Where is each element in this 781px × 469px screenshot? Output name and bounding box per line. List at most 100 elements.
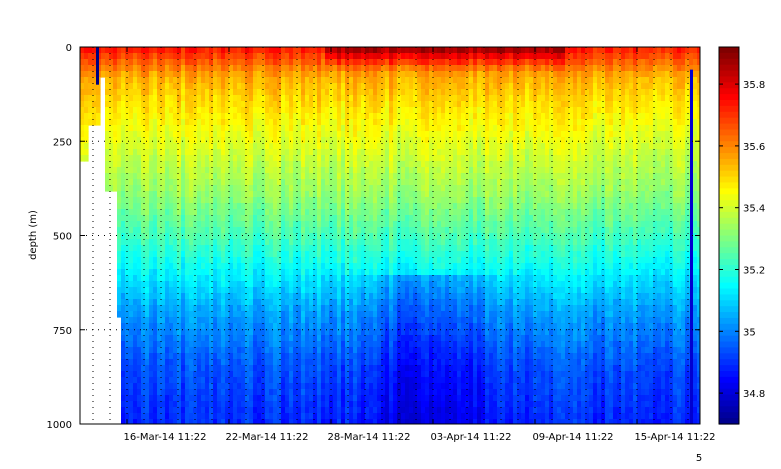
heatmap-cell — [353, 257, 358, 264]
heatmap-cell — [333, 371, 338, 378]
heatmap-cell — [429, 101, 434, 108]
heatmap-cell — [197, 161, 202, 168]
heatmap-cell — [405, 59, 410, 66]
heatmap-cell — [281, 149, 286, 156]
heatmap-cell — [197, 59, 202, 66]
heatmap-cell — [165, 47, 170, 54]
heatmap-cell — [361, 383, 366, 390]
heatmap-cell — [121, 89, 126, 96]
heatmap-cell — [209, 257, 214, 264]
heatmap-cell — [285, 251, 290, 258]
heatmap-cell — [337, 59, 342, 66]
heatmap-cell — [249, 167, 254, 174]
heatmap-cell — [225, 119, 230, 126]
heatmap-cell — [289, 263, 294, 270]
heatmap-cell — [153, 239, 158, 246]
heatmap-cell — [137, 299, 142, 306]
heatmap-cell — [289, 269, 294, 276]
heatmap-cell — [113, 173, 118, 180]
heatmap-cell — [289, 107, 294, 114]
heatmap-cell — [281, 389, 286, 396]
heatmap-cell — [297, 209, 302, 216]
heatmap-cell — [369, 167, 374, 174]
heatmap-cell — [213, 83, 218, 90]
heatmap-cell — [209, 143, 214, 150]
heatmap-cell — [373, 389, 378, 396]
heatmap-cell — [121, 131, 126, 138]
heatmap-cell — [277, 233, 282, 240]
heatmap-cell — [313, 143, 318, 150]
heatmap-cell — [333, 377, 338, 384]
heatmap-cell — [105, 143, 110, 150]
heatmap-cell — [289, 407, 294, 414]
heatmap-cell — [289, 287, 294, 294]
heatmap-cell — [193, 167, 198, 174]
heatmap-cell — [229, 401, 234, 408]
heatmap-cell — [165, 347, 170, 354]
heatmap-cell — [409, 203, 414, 210]
heatmap-cell — [265, 281, 270, 288]
heatmap-cell — [409, 347, 414, 354]
heatmap-cell — [277, 323, 282, 330]
heatmap-cell — [297, 47, 302, 54]
heatmap-cell — [245, 65, 250, 72]
heatmap-cell — [273, 215, 278, 222]
heatmap-cell — [145, 179, 150, 186]
heatmap-cell — [129, 83, 134, 90]
heatmap-cell — [381, 293, 386, 300]
heatmap-cell — [141, 47, 146, 54]
heatmap-cell — [105, 161, 110, 168]
heatmap-cell — [373, 191, 378, 198]
heatmap-cell — [225, 209, 230, 216]
heatmap-cell — [137, 65, 142, 72]
heatmap-cell — [197, 353, 202, 360]
heatmap-cell — [349, 191, 354, 198]
heatmap-cell — [161, 371, 166, 378]
heatmap-cell — [333, 293, 338, 300]
heatmap-cell — [325, 119, 330, 126]
heatmap-cell — [161, 311, 166, 318]
heatmap-cell — [405, 77, 410, 84]
heatmap-cell — [289, 395, 294, 402]
heatmap-cell — [249, 191, 254, 198]
heatmap-cell — [249, 131, 254, 138]
heatmap-cell — [421, 83, 426, 90]
heatmap-cell — [297, 335, 302, 342]
heatmap-cell — [281, 65, 286, 72]
heatmap-cell — [149, 101, 154, 108]
heatmap-cell — [197, 143, 202, 150]
heatmap-cell — [337, 77, 342, 84]
heatmap-cell — [357, 419, 362, 424]
heatmap-cell — [173, 113, 178, 120]
heatmap-cell — [189, 95, 194, 102]
heatmap-cell — [249, 173, 254, 180]
heatmap-cell — [417, 341, 422, 348]
heatmap-cell — [257, 155, 262, 162]
heatmap-cell — [361, 95, 366, 102]
heatmap-cell — [129, 389, 134, 396]
heatmap-cell — [417, 191, 422, 198]
heatmap-cell — [229, 101, 234, 108]
heatmap-cell — [345, 245, 350, 252]
heatmap-cell — [129, 239, 134, 246]
heatmap-cell — [209, 239, 214, 246]
heatmap-cell — [273, 347, 278, 354]
heatmap-cell — [405, 251, 410, 258]
heatmap-cell — [205, 173, 210, 180]
heatmap-cell — [141, 203, 146, 210]
heatmap-cell — [237, 419, 242, 424]
heatmap-cell — [273, 107, 278, 114]
heatmap-cell — [253, 413, 258, 420]
heatmap-cell — [173, 341, 178, 348]
heatmap-cell — [373, 185, 378, 192]
heatmap-cell — [377, 371, 382, 378]
heatmap-cell — [117, 275, 122, 282]
heatmap-cell — [169, 77, 174, 84]
heatmap-cell — [161, 359, 166, 366]
heatmap-cell — [201, 263, 206, 270]
heatmap-cell — [153, 221, 158, 228]
heatmap-cell — [201, 365, 206, 372]
heatmap-cell — [229, 365, 234, 372]
heatmap-cell — [389, 131, 394, 138]
heatmap-cell — [277, 401, 282, 408]
